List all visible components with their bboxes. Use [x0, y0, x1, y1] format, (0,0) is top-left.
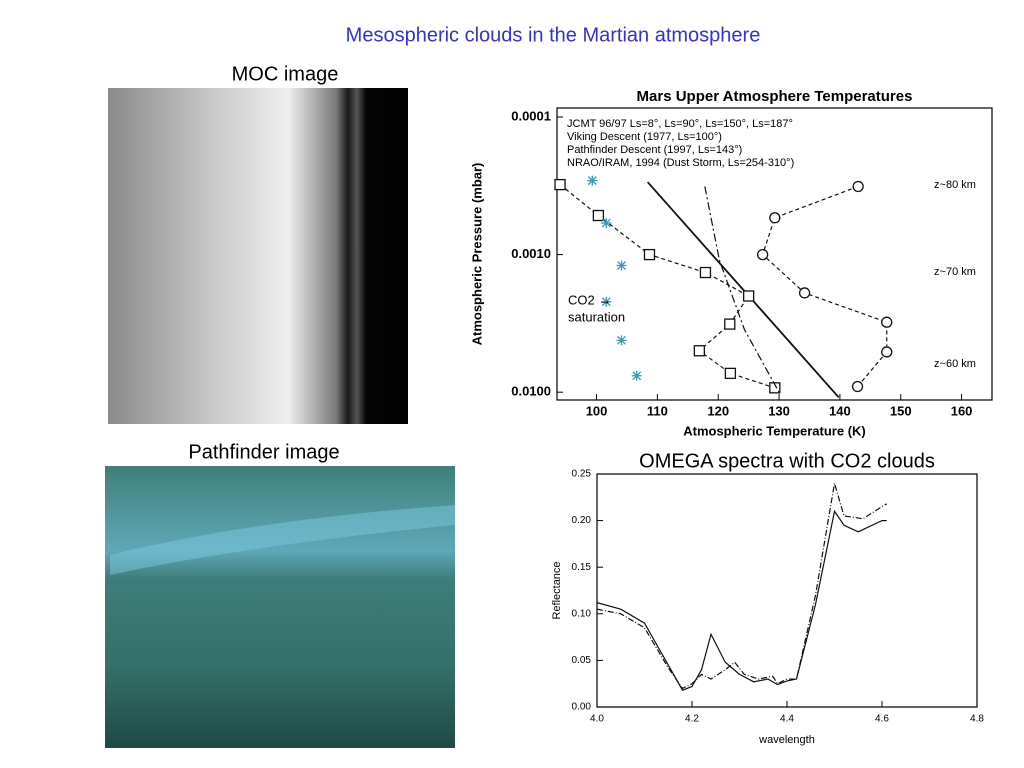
plot-frame: [596, 473, 978, 708]
series-line: [596, 509, 887, 691]
x-tick-label: 4.0: [590, 714, 604, 725]
annotation: z~60 km: [934, 358, 976, 370]
marker: [616, 260, 627, 271]
y-tick-label: 0.20: [572, 515, 592, 526]
y-tick-label: 0.0001: [511, 108, 551, 123]
annotation: saturation: [568, 309, 625, 324]
slide-title: Mesospheric clouds in the Martian atmosp…: [346, 24, 761, 46]
y-axis-label: Reflectance: [551, 561, 563, 619]
chart-title: Mars Upper Atmosphere Temperatures: [637, 88, 913, 105]
series-line: [704, 186, 781, 394]
x-axis-label: wavelength: [758, 734, 815, 746]
y-tick-label: 0.15: [572, 562, 592, 573]
x-tick-label: 140: [829, 403, 851, 418]
x-tick-label: 160: [951, 403, 973, 418]
x-tick-label: 4.2: [685, 714, 699, 725]
legend-label: JCMT 96/97 Ls=8°, Ls=90°, Ls=150°, Ls=18…: [567, 118, 793, 130]
y-tick-label: 0.00: [572, 702, 592, 713]
marker: [601, 296, 612, 307]
y-axis-label: Atmospheric Pressure (mbar): [469, 163, 484, 346]
series-line: [596, 483, 888, 690]
x-tick-label: 100: [586, 403, 608, 418]
y-tick-label: 0.05: [572, 655, 592, 666]
caption: Pathfinder image: [188, 441, 339, 463]
marker: [601, 218, 612, 229]
legend-label: Pathfinder Descent (1997, Ls=143°): [567, 144, 742, 156]
x-axis-label: Atmospheric Temperature (K): [683, 423, 866, 438]
marker: [881, 316, 893, 328]
x-tick-label: 4.4: [780, 714, 794, 725]
x-tick-label: 130: [768, 403, 790, 418]
plot-frame: [556, 107, 993, 401]
y-tick-label: 0.25: [572, 469, 592, 480]
series-line: [559, 184, 775, 389]
chart-title: OMEGA spectra with CO2 clouds: [639, 450, 935, 472]
marker: [881, 346, 893, 358]
marker: [587, 175, 598, 186]
marker: [851, 380, 864, 393]
x-tick-label: 150: [890, 403, 912, 418]
x-tick-label: 4.8: [970, 714, 984, 725]
marker: [769, 382, 781, 394]
annotation: CO2 →: [568, 292, 611, 307]
cloud-streak: [110, 505, 455, 575]
legend-label: Viking Descent (1977, Ls=100°): [567, 131, 722, 143]
legend-label: NRAO/IRAM, 1994 (Dust Storm, Ls=254-310°…: [567, 157, 794, 169]
annotation: z~80 km: [934, 179, 976, 191]
marker: [852, 180, 864, 193]
x-tick-label: 110: [647, 403, 668, 418]
moc-image: [108, 88, 408, 424]
caption: MOC image: [232, 63, 339, 85]
marker: [631, 370, 642, 381]
marker: [699, 266, 712, 279]
marker: [756, 248, 769, 261]
marker: [742, 290, 755, 302]
pathfinder-image: [105, 466, 455, 748]
marker: [643, 248, 656, 261]
marker: [592, 209, 605, 222]
series-line: [646, 181, 840, 398]
x-tick-label: 4.6: [875, 714, 889, 725]
marker: [616, 335, 627, 346]
annotation: z~70 km: [934, 266, 976, 278]
y-tick-label: 0.0100: [511, 384, 551, 399]
y-tick-label: 0.10: [572, 608, 592, 619]
marker: [554, 178, 566, 191]
marker: [724, 318, 736, 330]
marker: [693, 345, 706, 357]
marker: [769, 212, 781, 224]
marker: [798, 287, 811, 299]
marker: [724, 367, 737, 380]
y-tick-label: 0.0010: [511, 246, 551, 261]
x-tick-label: 120: [707, 403, 729, 418]
